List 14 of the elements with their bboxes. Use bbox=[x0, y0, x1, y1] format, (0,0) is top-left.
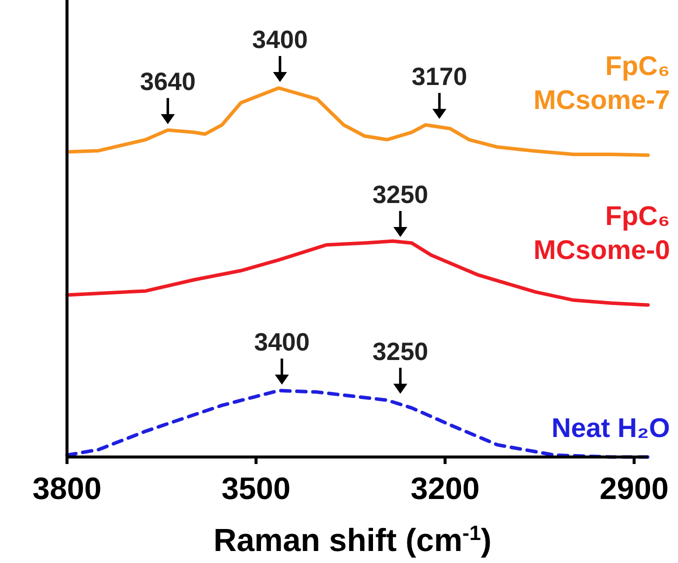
x-tick-label: 2900 bbox=[600, 471, 669, 506]
series-label: FpC₆ MCsome-7 bbox=[533, 51, 670, 116]
annotation: 3250 bbox=[372, 338, 428, 366]
annotation: 3170 bbox=[412, 62, 468, 91]
x-tick-label: 3500 bbox=[222, 471, 291, 506]
x-tick-label: 3200 bbox=[410, 471, 480, 506]
x-axis-title: Raman shift (cm$^{-1}$) bbox=[213, 522, 492, 558]
x-tick-label: 3800 bbox=[32, 471, 102, 506]
annotation: 3640 bbox=[140, 68, 196, 96]
series-label: Neat H₂O bbox=[551, 413, 670, 443]
annotation: 3250 bbox=[372, 180, 428, 209]
series-label: FpC₆ MCsome-0 bbox=[533, 200, 670, 265]
annotation: 3400 bbox=[254, 328, 310, 357]
annotation: 3400 bbox=[252, 26, 308, 54]
